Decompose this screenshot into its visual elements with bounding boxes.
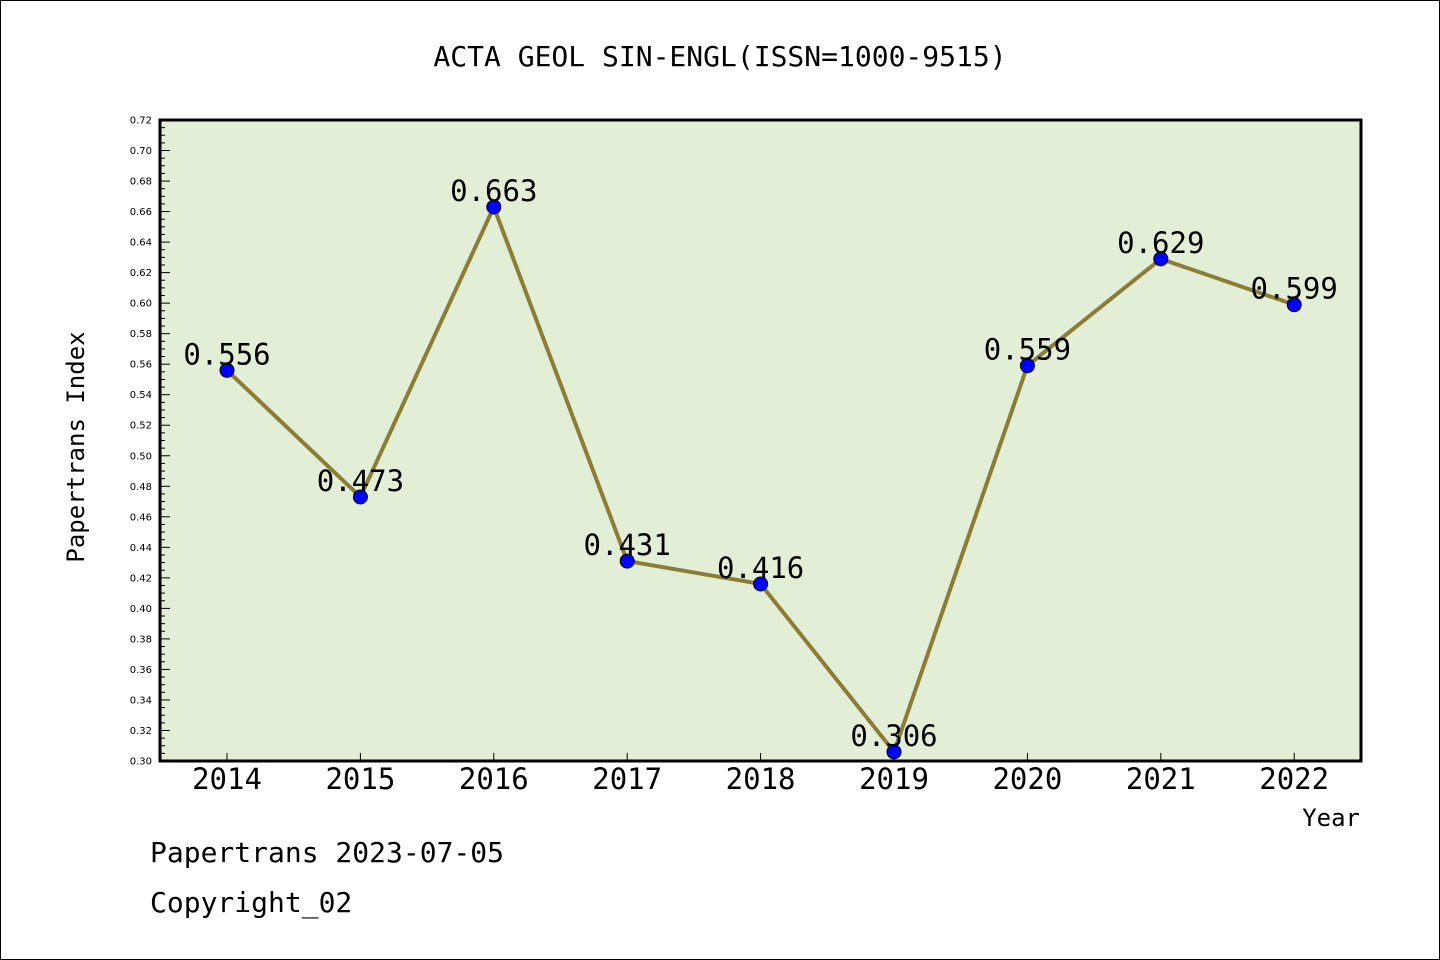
x-tick-label: 2017	[592, 762, 662, 796]
y-tick-label: 0.72	[130, 116, 152, 127]
y-tick-label: 0.44	[130, 543, 152, 554]
data-label: 0.599	[1251, 272, 1338, 306]
data-label: 0.306	[850, 719, 937, 753]
x-tick-label: 2022	[1259, 762, 1329, 796]
plot-border	[158, 118, 1363, 763]
y-tick-label: 0.40	[130, 604, 152, 615]
data-label: 0.431	[584, 528, 671, 562]
data-point	[486, 199, 502, 215]
data-point	[1286, 297, 1302, 313]
data-label: 0.559	[984, 333, 1071, 367]
y-tick-label: 0.70	[130, 146, 152, 157]
y-tick-label: 0.60	[130, 299, 152, 310]
footer-date: Papertrans 2023-07-05	[150, 836, 505, 869]
y-tick-label: 0.68	[130, 177, 152, 188]
data-point	[219, 362, 235, 378]
x-tick-label: 2016	[459, 762, 529, 796]
y-tick-label: 0.42	[130, 573, 152, 584]
data-label: 0.416	[717, 551, 804, 585]
x-tick-label: 2021	[1126, 762, 1196, 796]
y-tick-label: 0.36	[130, 665, 152, 676]
x-axis-label: Year	[1302, 804, 1360, 832]
data-point	[352, 489, 368, 505]
y-tick-label: 0.30	[130, 757, 152, 768]
x-tick-label: 2015	[325, 762, 395, 796]
data-point	[1153, 251, 1169, 267]
chart-title: ACTA GEOL SIN-ENGL(ISSN=1000-9515)	[433, 40, 1006, 73]
y-tick-label: 0.52	[130, 421, 152, 432]
series-markers	[219, 199, 1302, 760]
y-tick-label: 0.62	[130, 268, 152, 279]
x-tick-label: 2019	[859, 762, 929, 796]
x-tick-label: 2018	[726, 762, 796, 796]
data-point	[753, 576, 769, 592]
data-label: 0.556	[183, 337, 270, 371]
y-axis: 0.30 0.32 0.34 0.36 0.38 0.40 0.42 0.44 0.46 0.48…	[130, 116, 170, 768]
data-label: 0.473	[317, 464, 404, 498]
data-point	[886, 744, 902, 760]
y-tick-label: 0.32	[130, 726, 152, 737]
data-label: 0.629	[1117, 226, 1204, 260]
y-tick-label: 0.58	[130, 329, 152, 340]
x-tick-label: 2014	[192, 762, 262, 796]
plot-area	[160, 120, 1361, 761]
y-tick-label: 0.34	[130, 695, 152, 706]
y-tick-label: 0.46	[130, 512, 152, 523]
data-point	[619, 553, 635, 569]
y-tick-label: 0.50	[130, 451, 152, 462]
data-labels: 0.556 0.473 0.663 0.431 0.416 0.306 0.559 0.629…	[183, 174, 1338, 753]
x-axis: 2014 2015 2016 2017 2018 2019 2020 2021 2022	[192, 753, 1329, 796]
data-label: 0.663	[450, 174, 537, 208]
data-point	[1019, 358, 1035, 374]
y-tick-label: 0.48	[130, 482, 152, 493]
y-tick-label: 0.38	[130, 634, 152, 645]
y-tick-label: 0.64	[130, 238, 152, 249]
y-tick-label: 0.56	[130, 360, 152, 371]
x-tick-label: 2020	[992, 762, 1062, 796]
y-tick-label: 0.54	[130, 390, 152, 401]
footer-copyright: Copyright_02	[150, 886, 353, 919]
y-axis-label: Papertrans Index	[62, 331, 90, 562]
y-tick-label: 0.66	[130, 207, 152, 218]
